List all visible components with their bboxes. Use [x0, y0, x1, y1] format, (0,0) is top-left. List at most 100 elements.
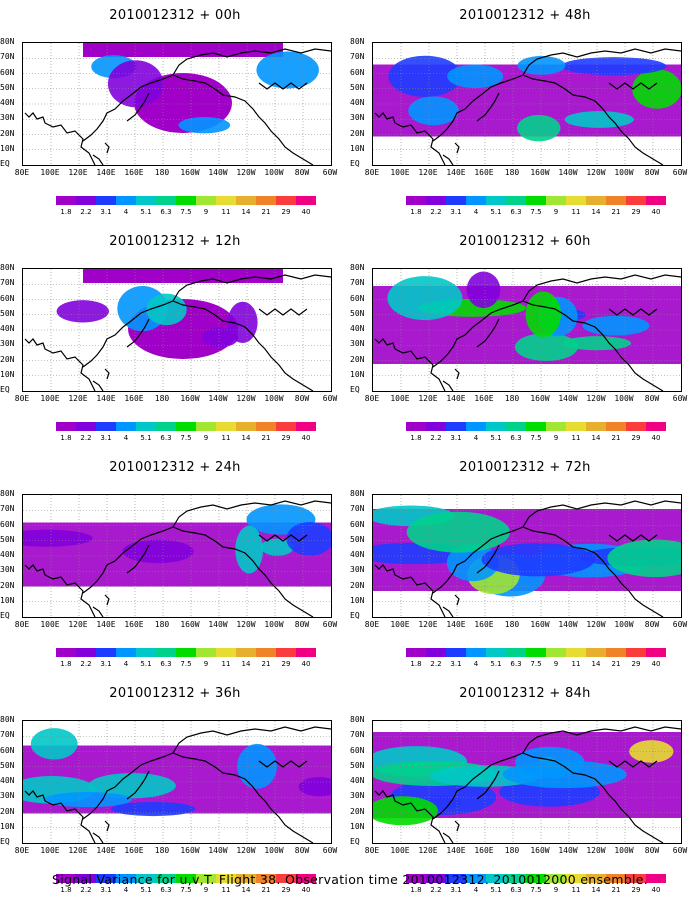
lon-tick-label: 100E [390, 394, 410, 403]
colorbar-label: 6.3 [510, 434, 522, 442]
lat-tick-label: 60N [350, 745, 365, 755]
lon-tick-label: 180 [504, 846, 520, 855]
coastline [522, 48, 681, 76]
coastline [172, 300, 314, 391]
colorbar-swatch [526, 422, 546, 431]
lat-tick-label: 20N [0, 128, 15, 138]
lat-tick-label: 40N [0, 550, 15, 559]
colorbar-swatch [586, 648, 606, 657]
lat-tick-label: 10N [0, 143, 15, 153]
colorbar-label: 29 [631, 208, 641, 216]
colorbar-label: 4 [123, 208, 129, 216]
colorbar-swatch [486, 874, 506, 883]
lon-tick-label: 80W [294, 620, 310, 629]
lat-tick-label: 20N [350, 806, 365, 816]
colorbar-swatch [56, 422, 76, 431]
colorbar-label: 1.8 [410, 208, 422, 216]
lon-tick-label: 120E [68, 168, 88, 177]
map-panel: 2010012312 + 72h 80N 70N 60N 50N 40N 30N 20N 10N… [350, 452, 700, 674]
coastline [258, 760, 308, 768]
lat-tick-label: 70N [350, 52, 365, 62]
coastline [454, 594, 460, 606]
colorbar-label: 5.1 [140, 208, 152, 216]
colorbar-label: 21 [261, 886, 271, 894]
colorbar-swatch [466, 648, 486, 657]
colorbar-label: 7.5 [180, 434, 192, 442]
colorbar-label: 9 [553, 434, 559, 442]
colorbar-swatch [96, 874, 116, 883]
colorbar-swatch [586, 422, 606, 431]
colorbar-label: 2.2 [80, 208, 92, 216]
coastline [126, 544, 150, 574]
colorbar-label: 14 [591, 208, 601, 216]
coastline [442, 606, 454, 617]
lon-tick-label: 120W [236, 846, 256, 855]
colorbar-label: 21 [261, 660, 271, 668]
colorbar-swatch [116, 196, 136, 205]
colorbar-swatch [526, 648, 546, 657]
colorbar-swatch [486, 196, 506, 205]
coastline [92, 832, 104, 843]
colorbar-label: 14 [241, 886, 251, 894]
lon-tick-label: 180 [154, 168, 170, 177]
colorbar-swatch [56, 874, 76, 883]
lon-tick-label: 120W [586, 168, 606, 177]
lon-tick-label: 140W [558, 394, 578, 403]
colorbar-label: 14 [591, 660, 601, 668]
lat-tick-label: 20N [0, 354, 15, 364]
coastline [258, 308, 308, 316]
lon-tick-label: 120W [586, 620, 606, 629]
colorbar-swatch [506, 874, 526, 883]
lon-tick-label: 100W [264, 846, 284, 855]
lat-tick-label: 80N [350, 489, 365, 498]
colorbar-label: 40 [301, 660, 311, 668]
colorbar-label: 21 [611, 208, 621, 216]
signal-variance-map [373, 43, 681, 165]
lon-tick-label: 80E [364, 620, 380, 629]
colorbar-label: 6.3 [160, 660, 172, 668]
coastline [522, 300, 664, 391]
panel-title: 2010012312 + 24h [109, 460, 241, 475]
map-frame [22, 494, 332, 618]
colorbar-swatch [196, 874, 216, 883]
map-frame [22, 268, 332, 392]
lat-tick-label: 10N [350, 369, 365, 379]
colorbar-label: 7.5 [180, 208, 192, 216]
lon-tick-label: 100E [40, 394, 60, 403]
lon-tick-label: 160W [180, 620, 200, 629]
colorbar-swatch [256, 422, 276, 431]
map-panel: 2010012312 + 84h 80N 70N 60N 50N 40N 30N 20N 10N… [350, 678, 700, 900]
lon-tick-label: 120E [68, 394, 88, 403]
lat-tick-label: 40N [350, 776, 365, 785]
colorbar-label: 21 [611, 886, 621, 894]
colorbar-label: 4 [473, 660, 479, 668]
lat-tick-label: 50N [0, 760, 15, 770]
signal-variance-map [23, 269, 331, 391]
lon-tick-label: 100E [40, 620, 60, 629]
colorbar-swatch [136, 422, 156, 431]
map-frame [372, 42, 682, 166]
lon-tick-label: 120E [68, 620, 88, 629]
colorbar-label: 3.1 [450, 434, 462, 442]
colorbar-label: 3.1 [100, 886, 112, 894]
lat-tick-label: 30N [350, 339, 365, 349]
coastline [374, 564, 446, 617]
coastline [454, 820, 460, 832]
signal-variance-map [373, 721, 681, 843]
lon-tick-label: 80E [14, 394, 30, 403]
colorbar-label: 2.2 [430, 660, 442, 668]
colorbar-label: 40 [651, 660, 661, 668]
lon-tick-label: 100W [614, 620, 634, 629]
map-panel: 2010012312 + 60h 80N 70N 60N 50N 40N 30N 20N 10N… [350, 226, 700, 448]
lon-tick-label: 140E [446, 394, 466, 403]
colorbar-swatch [76, 648, 96, 657]
colorbar-label: 2.2 [430, 434, 442, 442]
colorbar-label: 40 [301, 434, 311, 442]
colorbar [56, 196, 316, 205]
colorbar-swatch [546, 196, 566, 205]
lat-tick-label: 50N [350, 308, 365, 318]
colorbar-label: 2.2 [430, 208, 442, 216]
lon-tick-label: 120E [418, 394, 438, 403]
lat-tick-label: 10N [350, 143, 365, 153]
panel-title: 2010012312 + 60h [459, 234, 591, 249]
